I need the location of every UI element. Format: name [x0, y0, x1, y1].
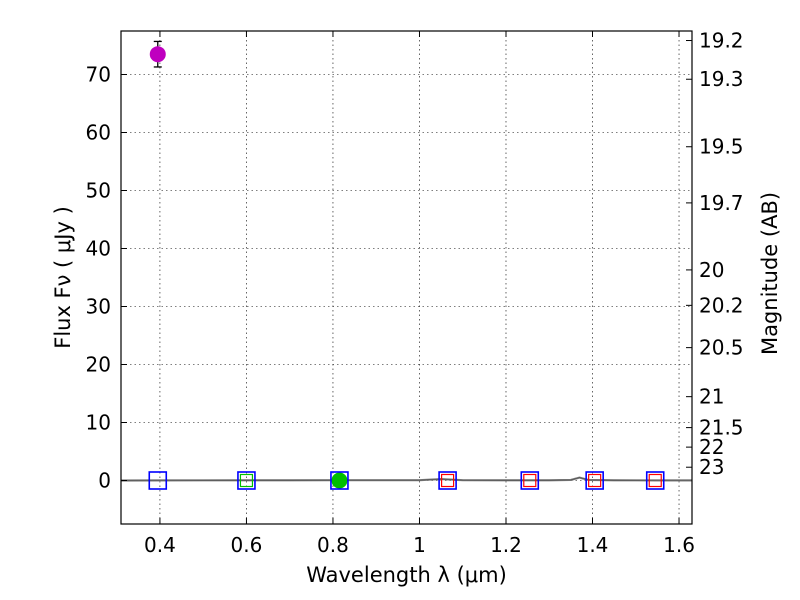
plot-series	[120, 40, 692, 490]
x-tick-label: 1.4	[577, 533, 609, 557]
x-tick-label: 1.2	[490, 533, 522, 557]
y2-tick-label: 22	[699, 435, 724, 459]
grid	[121, 31, 692, 524]
y-tick-label: 10	[86, 411, 111, 435]
upper-limit-marker	[588, 473, 602, 488]
y2-tick-label: 20.2	[699, 293, 744, 317]
axis-ticks: 0.4 0.6 0.8 1 1.2 1.4 1.6 0 10 20 30 40 50 60 70 19.2 19…	[86, 29, 744, 557]
y2-tick-label: 21.5	[699, 416, 744, 440]
upper-limit-marker	[239, 473, 254, 488]
y-axis-title: Flux Fν ( μJy )	[51, 206, 75, 349]
detection-point	[149, 46, 166, 63]
y2-tick-label: 19.3	[699, 67, 744, 91]
model-photometry-marker	[330, 471, 349, 490]
model-photometry-marker	[585, 471, 604, 490]
y-tick-label: 70	[86, 63, 111, 87]
y-tick-label: 50	[86, 179, 111, 203]
x-tick-label: 1	[413, 533, 426, 557]
y2-tick-label: 19.5	[699, 135, 744, 159]
model-photometry-marker	[520, 471, 540, 490]
y-tick-label: 20	[86, 353, 111, 377]
y2-tick-label: 19.2	[699, 29, 744, 53]
model-photometry-marker	[237, 471, 256, 490]
x-axis-title: Wavelength λ (μm)	[306, 563, 507, 587]
upper-limit-marker	[648, 473, 662, 488]
y-tick-label: 40	[86, 237, 111, 261]
y2-axis-title: Magnitude (AB)	[758, 192, 782, 355]
model-photometry-marker	[148, 471, 168, 490]
upper-limit-marker	[523, 473, 537, 488]
model-photometry-marker	[438, 471, 457, 490]
y-tick-label: 30	[86, 295, 111, 319]
y2-tick-label: 20.5	[699, 336, 744, 360]
model-photometry-marker	[645, 471, 665, 490]
y2-tick-label: 19.7	[699, 191, 744, 215]
y-tick-label: 0	[98, 469, 111, 493]
upper-limit-marker	[440, 473, 455, 488]
y2-tick-label: 20	[699, 258, 724, 282]
y2-tick-label: 23	[699, 455, 724, 479]
x-tick-label: 0.4	[144, 533, 176, 557]
x-tick-label: 1.6	[663, 533, 695, 557]
x-tick-label: 0.8	[317, 533, 349, 557]
detection-point	[331, 472, 348, 489]
x-tick-label: 0.6	[231, 533, 263, 557]
model-spectrum-edge	[120, 477, 692, 481]
y2-tick-label: 21	[699, 385, 724, 409]
plot-frame	[120, 30, 693, 525]
y-tick-label: 60	[86, 121, 111, 145]
